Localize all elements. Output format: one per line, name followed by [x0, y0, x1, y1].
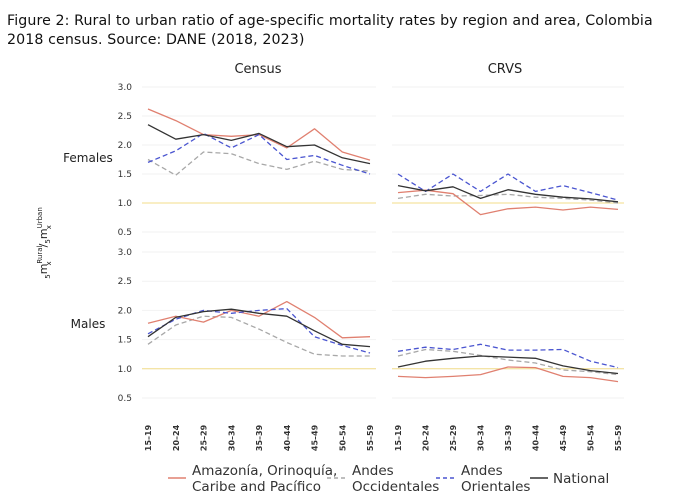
series-line-occidentales-females-census	[147, 151, 371, 176]
y-tick-males: 2.0	[118, 306, 133, 316]
x-tick-crvs: 55–59	[614, 424, 623, 451]
y-tick-females: 1.5	[118, 170, 132, 180]
series-line-amazonia-females-crvs	[397, 189, 619, 216]
x-tick-crvs: 35–39	[504, 424, 513, 451]
x-tick-census: 40–44	[283, 424, 292, 451]
series-line-occidentales-females-crvs	[397, 193, 619, 204]
x-tick-crvs: 15–19	[394, 424, 403, 451]
series-line-amazonia-males-census	[147, 300, 371, 339]
legend-label-amazonia-line1: Amazonía, Orinoquía,	[192, 463, 337, 479]
legend-label-amazonia-line2: Caribe and Pacífico	[192, 479, 321, 495]
x-tick-census: 50–54	[338, 424, 347, 451]
x-tick-crvs: 20–24	[422, 424, 431, 451]
y-tick-females: 1.0	[118, 199, 133, 209]
x-tick-census: 20–24	[172, 424, 181, 451]
x-tick-census: 35–39	[255, 424, 264, 451]
panel-title-crvs: CRVS	[488, 62, 523, 77]
y-tick-males: 1.0	[118, 365, 133, 375]
series-line-amazonia-males-crvs	[397, 366, 619, 383]
row-label-males: Males	[71, 317, 106, 331]
y-tick-females: 3.0	[118, 83, 133, 93]
series-line-national-males-census	[147, 308, 371, 348]
row-label-females: Females	[63, 151, 113, 165]
x-tick-census: 55–59	[366, 424, 375, 451]
y-tick-males: 3.0	[118, 248, 133, 258]
legend-label-orientales-line2: Orientales	[461, 479, 530, 495]
series-line-national-females-crvs	[397, 184, 619, 203]
figure-caption: Figure 2: Rural to urban ratio of age-sp…	[7, 13, 653, 48]
legend-label-occidentales-line2: Occidentales	[352, 479, 439, 495]
series-line-occidentales-males-census	[147, 315, 370, 357]
x-tick-census: 45–49	[311, 424, 320, 451]
series-line-orientales-females-census	[147, 132, 371, 175]
x-tick-census: 25–29	[200, 424, 209, 451]
y-tick-males: 0.5	[118, 394, 132, 404]
series-line-occidentales-males-crvs	[397, 348, 619, 376]
y-tick-females: 2.5	[118, 112, 132, 122]
legend-label-national: National	[553, 471, 609, 487]
x-tick-crvs: 50–54	[587, 424, 596, 451]
y-tick-males: 2.5	[118, 277, 132, 287]
series-line-orientales-males-crvs	[397, 343, 619, 369]
y-tick-females: 2.0	[118, 141, 133, 151]
x-tick-census: 30–34	[227, 424, 236, 451]
y-axis-label: 5mRuralx/5mUrbanx	[36, 207, 53, 279]
legend-label-occidentales-line1: Andes	[352, 463, 394, 479]
y-tick-males: 1.5	[118, 336, 132, 346]
x-tick-crvs: 40–44	[532, 424, 541, 451]
x-tick-crvs: 25–29	[449, 424, 458, 451]
series-line-orientales-females-crvs	[397, 173, 619, 201]
x-tick-crvs: 30–34	[477, 424, 486, 451]
y-tick-females: 0.5	[118, 228, 132, 238]
panel-title-census: Census	[234, 62, 281, 77]
legend-label-orientales-line1: Andes	[461, 463, 503, 479]
x-tick-crvs: 45–49	[559, 424, 568, 451]
series-line-national-males-crvs	[397, 355, 619, 375]
x-tick-census: 15–19	[144, 424, 153, 451]
series-line-orientales-males-census	[147, 307, 371, 354]
series-line-national-females-census	[147, 124, 371, 165]
